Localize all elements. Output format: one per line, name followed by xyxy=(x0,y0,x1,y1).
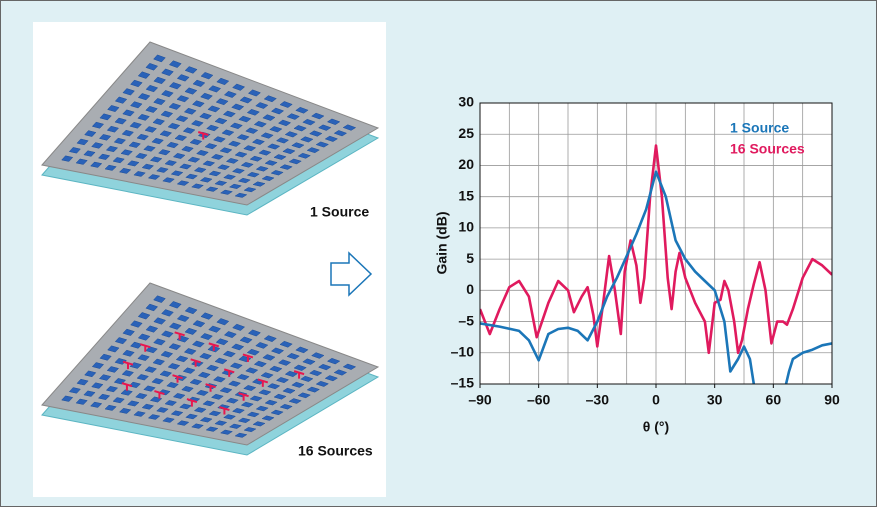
x-axis-title: θ (°) xyxy=(643,419,669,435)
y-tick-label: –15 xyxy=(451,375,475,391)
y-tick-label: –5 xyxy=(458,312,474,328)
x-tick-label: 0 xyxy=(652,392,660,408)
legend-entry: 1 Source xyxy=(730,120,789,136)
y-tick-label: 10 xyxy=(458,219,474,235)
y-tick-label: 20 xyxy=(458,156,474,172)
x-tick-label: 60 xyxy=(766,392,782,408)
page: 1 Source 16 Sources –15 –10 –5 0 5 10 15 20 25 30… xyxy=(0,0,877,507)
y-tick-label: 0 xyxy=(466,281,474,297)
y-axis-title: Gain (dB) xyxy=(434,212,450,275)
y-tick-label: 15 xyxy=(458,187,474,203)
illustration-label: 16 Sources xyxy=(298,443,373,459)
figure: 1 Source 16 Sources –15 –10 –5 0 5 10 15 20 25 30… xyxy=(0,0,877,507)
y-tick-label: 5 xyxy=(466,250,474,266)
x-tick-label: 90 xyxy=(824,392,840,408)
x-tick-label: –90 xyxy=(468,392,492,408)
y-tick-label: 25 xyxy=(458,125,474,141)
y-tick-label: 30 xyxy=(458,94,474,110)
illustration-label: 1 Source xyxy=(310,204,369,220)
x-tick-label: 30 xyxy=(707,392,723,408)
x-tick-label: –30 xyxy=(586,392,610,408)
x-tick-label: –60 xyxy=(527,392,551,408)
y-tick-label: –10 xyxy=(451,343,475,359)
legend-entry: 16 Sources xyxy=(730,141,805,157)
